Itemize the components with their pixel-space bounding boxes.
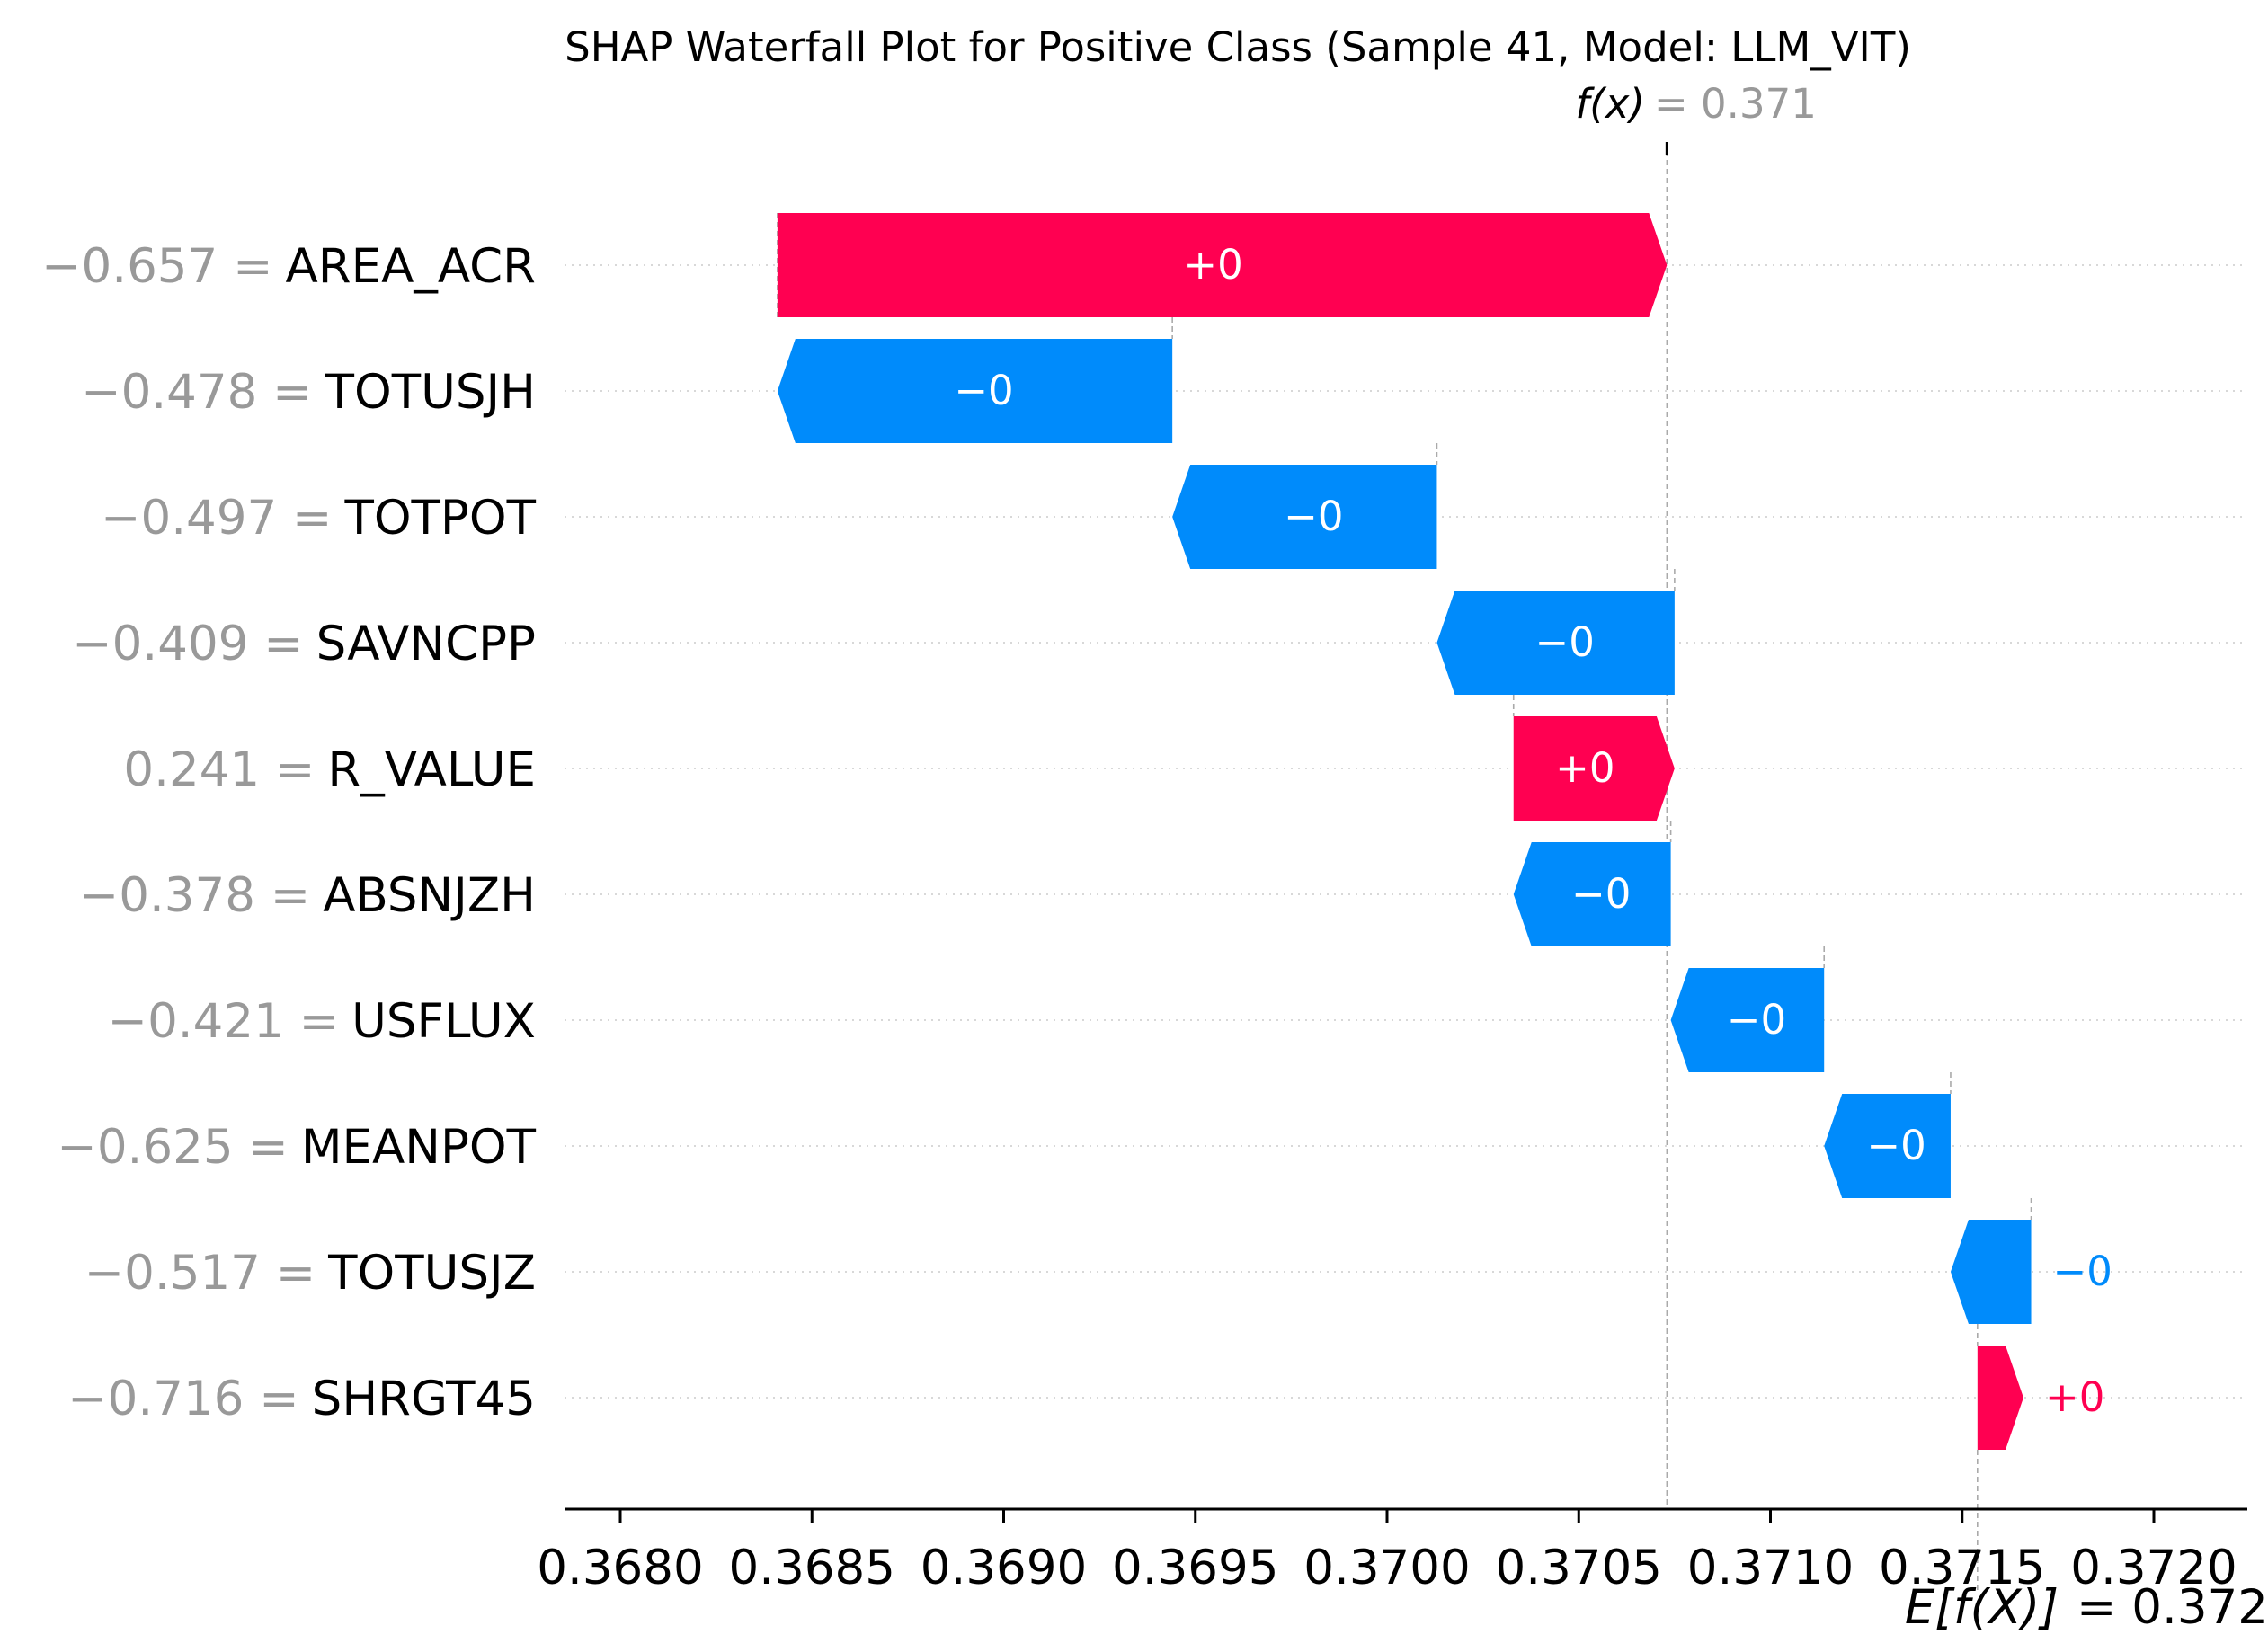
- feature-name: R_VALUE: [327, 742, 536, 797]
- bar-value-label: −0: [1866, 1122, 1926, 1169]
- feature-name: TOTUSJZ: [327, 1246, 536, 1301]
- bar-value-label: −0: [1571, 870, 1631, 918]
- shap-bar-totpot: [1172, 465, 1437, 569]
- base-value: = 0.372: [2077, 1580, 2268, 1635]
- x-tick-label: 0.3685: [729, 1541, 895, 1595]
- bar-value-label: −0: [1727, 996, 1786, 1044]
- x-tick-label: 0.3720: [2070, 1541, 2237, 1595]
- shap-bar-totusjz: [1950, 1220, 2032, 1324]
- feature-name: USFLUX: [351, 994, 536, 1049]
- bar-value-label: +0: [1555, 744, 1614, 792]
- shap-bar-totusjh: [777, 339, 1173, 443]
- x-tick-label: 0.3680: [537, 1541, 703, 1595]
- bar-value-label: −0: [1534, 618, 1594, 666]
- feature-name: AREA_ACR: [286, 239, 536, 294]
- fx-label: f(x): [1575, 80, 1645, 128]
- shap-bar-savncpp: [1436, 591, 1675, 695]
- feature-value: −0.657 =: [41, 239, 272, 294]
- feature-rows: AREA_ACR−0.657 =TOTUSJH−0.478 =TOTPOT−0.…: [41, 239, 2247, 1426]
- base-label: E[f(X)]: [1905, 1580, 2059, 1635]
- feature-name: ABSNJZH: [323, 868, 536, 923]
- feature-value: −0.478 =: [81, 365, 312, 420]
- feature-name: TOTPOT: [343, 491, 536, 546]
- bar-value-label: +0: [2045, 1373, 2104, 1421]
- bar-value-label: +0: [1183, 241, 1242, 289]
- x-tick-label: 0.3690: [921, 1541, 1087, 1595]
- feature-value: −0.421 =: [108, 994, 339, 1049]
- feature-value: −0.716 =: [67, 1372, 298, 1426]
- feature-value: 0.241 =: [123, 742, 315, 797]
- feature-value: −0.497 =: [101, 491, 332, 546]
- feature-value: −0.625 =: [57, 1120, 288, 1175]
- feature-value: −0.409 =: [72, 617, 303, 671]
- x-axis: 0.3680 0.3685 0.3690 0.3695 0.3700 0.3705 0.37…: [537, 1507, 2247, 1595]
- feature-value: −0.378 =: [79, 868, 310, 923]
- bar-value-label: −0: [2053, 1248, 2112, 1295]
- shap-bar-meanpot: [1824, 1094, 1951, 1198]
- feature-name: SHRGT45: [312, 1372, 536, 1426]
- shap-bar-r-value: [1513, 716, 1675, 821]
- shap-bar-usflux: [1670, 968, 1825, 1072]
- shap-bar-absnjzh: [1513, 842, 1671, 946]
- x-tick-label: 0.3710: [1687, 1541, 1854, 1595]
- chart-title: SHAP Waterfall Plot for Positive Class (…: [565, 23, 1911, 71]
- x-tick-label: 0.3700: [1303, 1541, 1470, 1595]
- feature-name: TOTUSJH: [325, 365, 536, 420]
- feature-name: SAVNCPP: [316, 617, 536, 671]
- bars-layer: +0 −0 −0 −0 +0 −0 −0 −0 −0 +0: [777, 142, 2112, 1591]
- x-tick-label: 0.3715: [1879, 1541, 2045, 1595]
- feature-value: −0.517 =: [84, 1246, 316, 1301]
- shap-bar-area-acr: [777, 213, 1668, 317]
- x-tick-label: 0.3705: [1496, 1541, 1662, 1595]
- fx-value: = 0.371: [1654, 80, 1817, 128]
- bar-value-label: −0: [954, 367, 1013, 414]
- feature-name: MEANPOT: [301, 1120, 537, 1175]
- shap-bar-shrgt45: [1977, 1346, 2023, 1450]
- x-tick-label: 0.3695: [1112, 1541, 1278, 1595]
- bar-value-label: −0: [1284, 493, 1343, 540]
